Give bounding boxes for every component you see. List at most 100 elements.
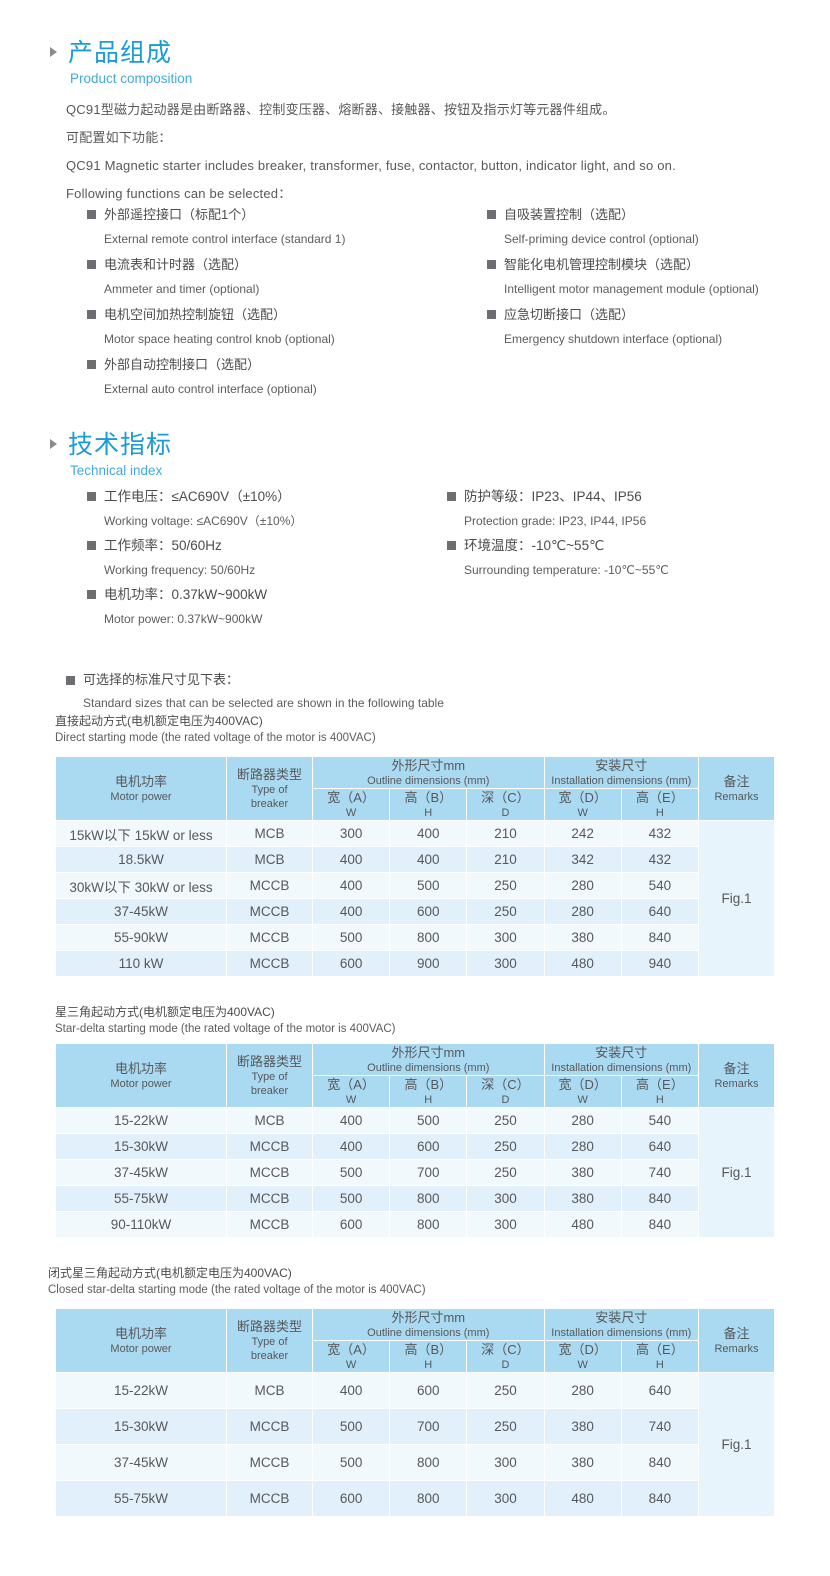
cell-breaker: MCB bbox=[226, 1107, 313, 1134]
cell-c: 250 bbox=[466, 898, 545, 925]
cell-remarks: Fig.1 bbox=[698, 1372, 775, 1517]
cell-b: 800 bbox=[389, 1444, 468, 1481]
cell-breaker: MCCB bbox=[226, 1133, 313, 1160]
cell-motor-power: 30kW以下 30kW or less bbox=[55, 872, 227, 899]
cell-d: 280 bbox=[543, 1133, 622, 1160]
cell-b: 800 bbox=[389, 924, 468, 951]
cell-b: 600 bbox=[389, 1372, 468, 1409]
table-caption-cn: 闭式星三角起动方式(电机额定电压为400VAC) bbox=[48, 1266, 292, 1280]
table-header-row-1: 电机功率 Motor power 断路器类型 Type of breaker 外… bbox=[55, 1308, 775, 1373]
cell-d: 480 bbox=[543, 1211, 622, 1238]
feature-column-right: 自吸装置控制（选配） Self-priming device control (… bbox=[487, 202, 830, 402]
cell-breaker: MCB bbox=[226, 846, 313, 873]
cell-motor-power: 15-30kW bbox=[55, 1408, 227, 1445]
config-lead-en: Following functions can be selected： bbox=[66, 186, 292, 201]
cell-c: 210 bbox=[466, 846, 545, 873]
table-row: 15-30kW MCCB 400 600 250 280 640 bbox=[55, 1133, 775, 1160]
table-row: 90-110kW MCCB 600 800 300 480 840 bbox=[55, 1211, 775, 1238]
cell-e: 640 bbox=[620, 1133, 700, 1160]
cell-d: 480 bbox=[543, 950, 622, 977]
header-width-a: 宽（A） W bbox=[311, 1075, 391, 1108]
triangle-bullet-icon bbox=[50, 47, 57, 57]
tech-label-en: Working voltage: ≤AC690V（±10%） bbox=[104, 514, 303, 528]
tech-item: 工作电压：≤AC690V（±10%） Working voltage: ≤AC6… bbox=[87, 484, 487, 533]
square-bullet-icon bbox=[487, 310, 496, 319]
cell-c: 250 bbox=[466, 872, 545, 899]
feature-label-cn: 自吸装置控制（选配） bbox=[504, 207, 635, 222]
header-breaker-type: 断路器类型 Type of breaker bbox=[226, 756, 313, 821]
tech-label-cn: 工作频率：50/60Hz bbox=[104, 538, 222, 553]
feature-label-cn: 智能化电机管理控制模块（选配） bbox=[504, 257, 700, 272]
cell-a: 500 bbox=[311, 924, 391, 951]
cell-c: 250 bbox=[466, 1133, 545, 1160]
table-row: 55-90kW MCCB 500 800 300 380 840 bbox=[55, 924, 775, 951]
config-lead-cn: 可配置如下功能： bbox=[66, 130, 172, 145]
table-row: 37-45kW MCCB 500 800 300 380 840 bbox=[55, 1444, 775, 1481]
cell-e: 540 bbox=[620, 872, 700, 899]
feature-item: 外部遥控接口（标配1个） External remote control int… bbox=[87, 202, 487, 251]
cell-d: 242 bbox=[543, 820, 622, 847]
table-header-row-2: 宽（A） W 高（B） H 深（C） D 宽（D） W 高（E） H bbox=[56, 1075, 775, 1108]
cell-b: 800 bbox=[389, 1211, 468, 1238]
square-bullet-icon bbox=[66, 676, 75, 685]
cell-c: 250 bbox=[466, 1159, 545, 1186]
table-header-row-2: 宽（A） W 高（B） H 深（C） D 宽（D） W 高（E） H bbox=[56, 1340, 775, 1373]
cell-c: 300 bbox=[466, 1211, 545, 1238]
header-remarks: 备注 Remarks bbox=[698, 1308, 775, 1373]
cell-d: 342 bbox=[543, 846, 622, 873]
cell-motor-power: 110 kW bbox=[55, 950, 227, 977]
header-width-d: 宽（D） W bbox=[543, 788, 622, 821]
cell-motor-power: 15-22kW bbox=[55, 1107, 227, 1134]
feature-label-en: External remote control interface (stand… bbox=[104, 232, 346, 246]
table-1-caption: 直接起动方式(电机额定电压为400VAC) Direct starting mo… bbox=[55, 713, 655, 747]
table-body: 15-22kW MCB 400 500 250 280 540 Fig.1 15… bbox=[55, 1107, 775, 1238]
cell-c: 300 bbox=[466, 924, 545, 951]
table-row: 110 kW MCCB 600 900 300 480 940 bbox=[55, 950, 775, 977]
cell-remarks: Fig.1 bbox=[698, 1107, 775, 1238]
cell-b: 500 bbox=[389, 1107, 468, 1134]
square-bullet-icon bbox=[87, 310, 96, 319]
table-caption-en: Direct starting mode (the rated voltage … bbox=[55, 732, 376, 744]
cell-breaker: MCCB bbox=[226, 872, 313, 899]
cell-e: 840 bbox=[620, 1444, 700, 1481]
tech-label-en: Motor power: 0.37kW~900kW bbox=[104, 612, 263, 626]
header-width-a: 宽（A） W bbox=[311, 1340, 391, 1373]
dimensions-table: 电机功率 Motor power 断路器类型 Type of breaker 外… bbox=[55, 1308, 775, 1517]
cell-c: 300 bbox=[466, 1185, 545, 1212]
dimensions-table: 电机功率 Motor power 断路器类型 Type of breaker 外… bbox=[55, 1043, 775, 1238]
table-caption-en: Closed star-delta starting mode (the rat… bbox=[48, 1284, 426, 1296]
square-bullet-icon bbox=[447, 492, 456, 501]
technical-index-title-en: Technical index bbox=[70, 463, 163, 478]
header-depth-c: 深（C） D bbox=[466, 1340, 545, 1373]
header-breaker-type: 断路器类型 Type of breaker bbox=[226, 1043, 313, 1108]
square-bullet-icon bbox=[487, 210, 496, 219]
square-bullet-icon bbox=[87, 492, 96, 501]
feature-label-cn: 电流表和计时器（选配） bbox=[104, 257, 248, 272]
triangle-bullet-icon bbox=[50, 439, 57, 449]
header-height-b: 高（B） H bbox=[389, 788, 468, 821]
cell-c: 300 bbox=[466, 1480, 545, 1517]
sizes-note-cn: 可选择的标准尺寸见下表： bbox=[83, 672, 240, 687]
feature-item: 应急切断接口（选配） Emergency shutdown interface … bbox=[487, 302, 830, 351]
header-outline-dimensions: 外形尺寸mm Outline dimensions (mm) bbox=[312, 1043, 545, 1076]
square-bullet-icon bbox=[87, 541, 96, 550]
tech-item: 环境温度：-10℃~55℃ Surrounding temperature: -… bbox=[447, 533, 827, 582]
cell-e: 740 bbox=[620, 1159, 700, 1186]
tech-item: 电机功率：0.37kW~900kW Motor power: 0.37kW~90… bbox=[87, 582, 487, 631]
square-bullet-icon bbox=[87, 260, 96, 269]
cell-motor-power: 90-110kW bbox=[55, 1211, 227, 1238]
feature-item: 电机空间加热控制旋钮（选配） Motor space heating contr… bbox=[87, 302, 487, 351]
tech-label-cn: 环境温度：-10℃~55℃ bbox=[464, 538, 605, 553]
cell-breaker: MCCB bbox=[226, 1211, 313, 1238]
cell-remarks: Fig.1 bbox=[698, 820, 775, 977]
standard-sizes-note: 可选择的标准尺寸见下表： Standard sizes that can be … bbox=[66, 668, 666, 714]
header-height-e: 高（E） H bbox=[620, 1340, 700, 1373]
cell-motor-power: 15kW以下 15kW or less bbox=[55, 820, 227, 847]
cell-d: 280 bbox=[543, 1372, 622, 1409]
header-installation-dimensions: 安装尺寸 Installation dimensions (mm) bbox=[543, 1308, 700, 1341]
cell-breaker: MCCB bbox=[226, 1480, 313, 1517]
header-installation-dimensions: 安装尺寸 Installation dimensions (mm) bbox=[543, 1043, 700, 1076]
product-composition-title-cn: 产品组成 bbox=[68, 39, 173, 67]
cell-c: 300 bbox=[466, 1444, 545, 1481]
dimensions-table: 电机功率 Motor power 断路器类型 Type of breaker 外… bbox=[55, 756, 775, 977]
